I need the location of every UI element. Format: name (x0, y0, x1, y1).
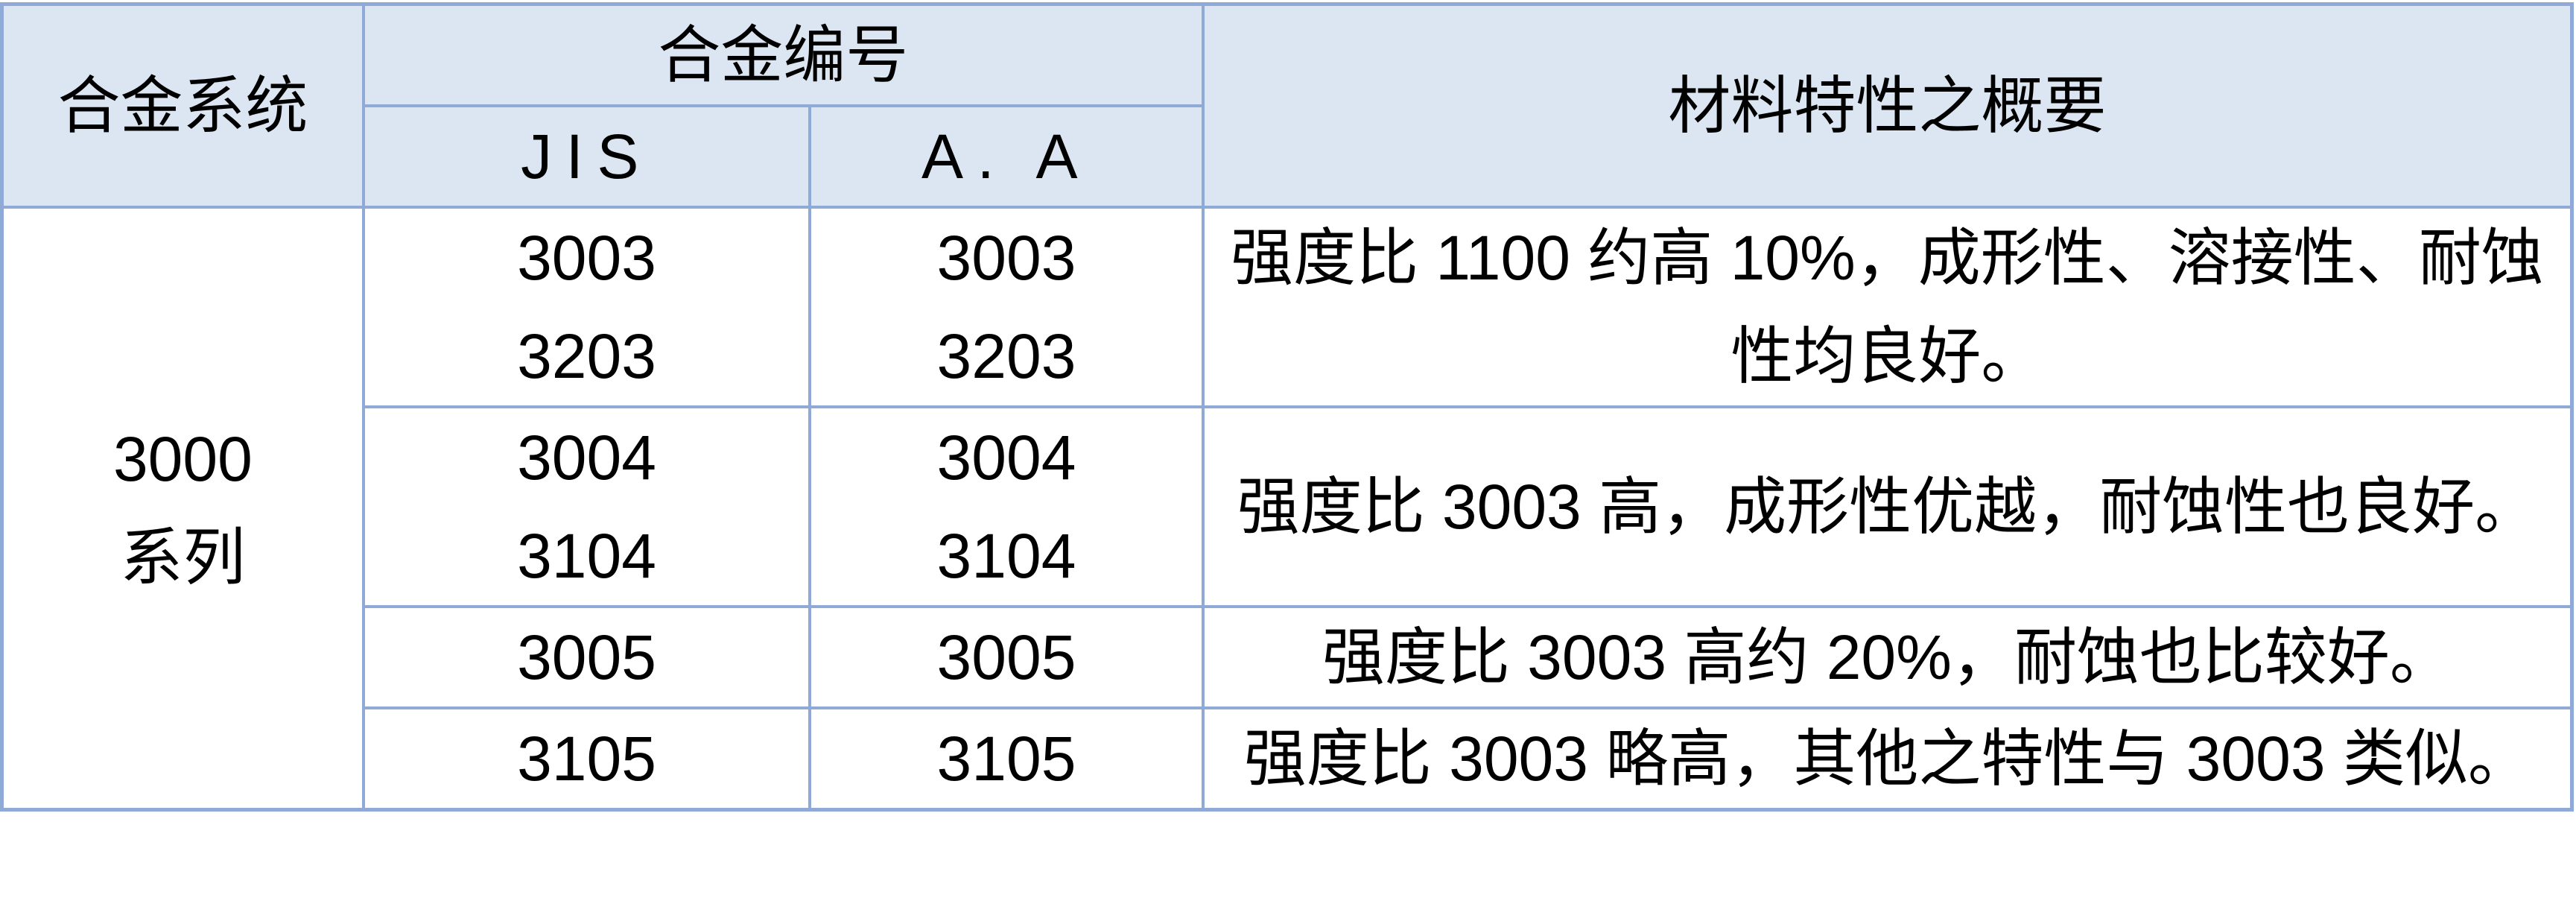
header-row-top: 合金系统 合金编号 材料特性之概要 (0, 2, 2574, 209)
cell-jis-3004: 3004 3104 (361, 405, 812, 608)
cell-aa-3005: 3005 (808, 605, 1205, 709)
cell-jis-3005: 3005 (361, 605, 812, 709)
header-cell-material-summary: 材料特性之概要 (1201, 2, 2574, 209)
cell-jis-3003: 3003 3203 (361, 206, 812, 408)
cell-summary-3004: 强度比 3003 高，成形性优越，耐蚀性也良好。 (1201, 405, 2574, 608)
cell-summary-3005: 强度比 3003 高约 20%，耐蚀也比较好。 (1201, 605, 2574, 709)
header-row-sub: JIS A. A (2, 104, 2572, 209)
table-row-3003: 3000 系列 3003 3203 3003 3203 强度比 1100 约高 … (0, 206, 2574, 812)
alloy-table: 合金系统 合金编号 材料特性之概要 JIS A. A 3000 系列 3003 … (0, 2, 2574, 812)
alloy-table-body: 3000 系列 3003 3203 3003 3203 强度比 1100 约高 … (0, 206, 2574, 812)
alloy-table-header: 合金系统 合金编号 材料特性之概要 JIS A. A (0, 2, 2574, 209)
cell-aa-3105: 3105 (808, 706, 1205, 812)
cell-summary-3003: 强度比 1100 约高 10%，成形性、溶接性、耐蚀性均良好。 (1201, 206, 2574, 408)
table-row-3105: 3105 3105 强度比 3003 略高，其他之特性与 3003 类似。 (2, 706, 2574, 812)
cell-aa-3004: 3004 3104 (808, 405, 1205, 608)
header-cell-alloy-number: 合金编号 (361, 2, 1205, 107)
header-cell-alloy-system: 合金系统 (0, 2, 365, 209)
cell-series-3000: 3000 系列 (0, 206, 365, 812)
table-row-3005: 3005 3005 强度比 3003 高约 20%，耐蚀也比较好。 (2, 605, 2574, 709)
table-row-3004: 3004 3104 3004 3104 强度比 3003 高，成形性优越，耐蚀性… (2, 405, 2574, 608)
cell-jis-3105: 3105 (361, 706, 812, 812)
header-cell-aa: A. A (808, 104, 1205, 209)
cell-summary-3105: 强度比 3003 略高，其他之特性与 3003 类似。 (1201, 706, 2574, 812)
cell-aa-3003: 3003 3203 (808, 206, 1205, 408)
header-cell-jis: JIS (361, 104, 812, 209)
